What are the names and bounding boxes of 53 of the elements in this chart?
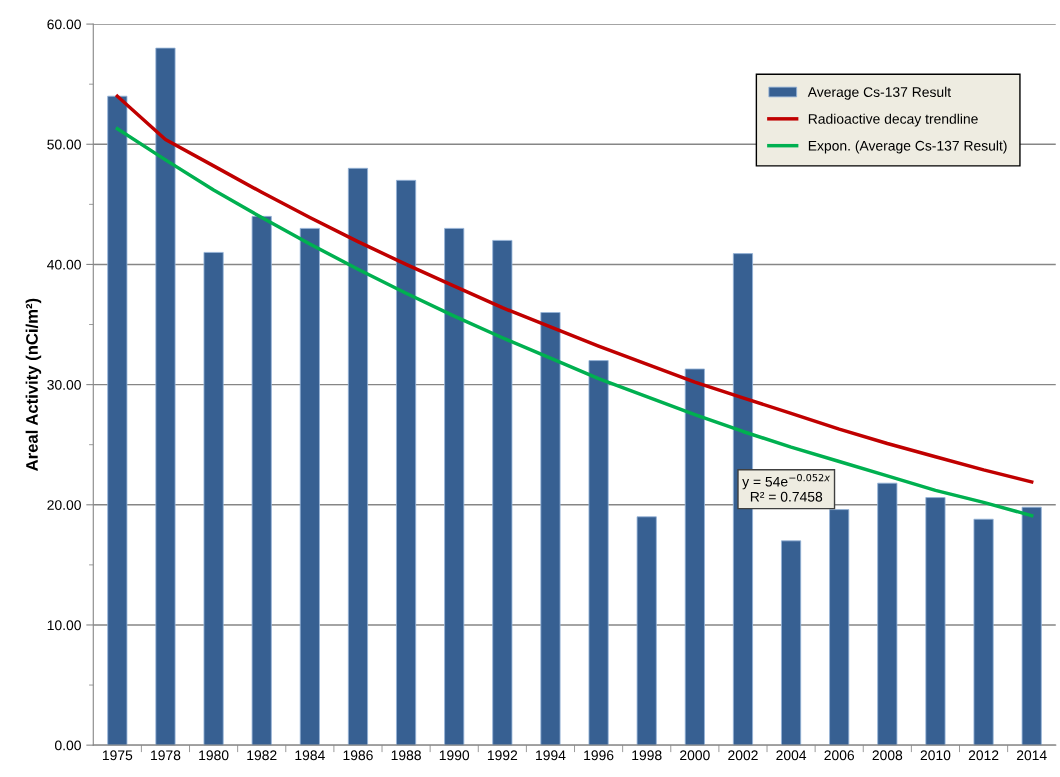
x-tick-label: 1980 bbox=[199, 750, 229, 761]
y-tick-label: 40.00 bbox=[47, 259, 81, 270]
legend-label: Radioactive decay trendline bbox=[808, 113, 978, 127]
x-tick-label: 1975 bbox=[102, 750, 133, 761]
x-tick-label: 2012 bbox=[968, 750, 999, 761]
x-tick-label: 1996 bbox=[584, 750, 614, 761]
bar bbox=[1021, 506, 1042, 746]
bar bbox=[925, 497, 946, 746]
bar bbox=[492, 239, 513, 746]
bar bbox=[347, 167, 369, 746]
x-tick-label: 1992 bbox=[487, 750, 518, 761]
bar bbox=[973, 518, 994, 746]
bar bbox=[203, 252, 224, 746]
annotation: y = 54e$^{−0.052x}$ R² = 0.7458 bbox=[742, 473, 831, 502]
line-series bbox=[115, 126, 1034, 518]
bar bbox=[396, 179, 417, 746]
bar bbox=[877, 482, 898, 746]
y-tick-label: 60.00 bbox=[47, 19, 81, 30]
x-tick-label: 2010 bbox=[920, 750, 951, 761]
bar bbox=[155, 47, 176, 746]
x-tick-label: 1982 bbox=[247, 750, 277, 761]
bar bbox=[540, 312, 561, 746]
bar bbox=[299, 227, 320, 746]
legend-label: Average Cs-137 Result bbox=[807, 86, 951, 100]
legend-label: Expon. (Average Cs-137 Result) bbox=[808, 140, 1007, 154]
y-tick-label: 50.00 bbox=[47, 139, 81, 150]
bar bbox=[251, 215, 272, 746]
x-tick-label: 2002 bbox=[728, 750, 758, 761]
y-tick-label: 20.00 bbox=[47, 500, 81, 510]
bar bbox=[636, 516, 657, 746]
x-tick-label: 1978 bbox=[151, 750, 181, 761]
x-tick-label: 2014 bbox=[1016, 750, 1047, 761]
x-tick-label: 2000 bbox=[680, 750, 710, 761]
bar bbox=[829, 509, 850, 746]
x-tick-label: 1984 bbox=[295, 750, 325, 761]
bar bbox=[732, 253, 753, 746]
y-axis-title: Areal Activity (nCi/m²) bbox=[25, 298, 42, 471]
x-tick-label: 1998 bbox=[632, 750, 662, 761]
x-tick-label: 1988 bbox=[391, 750, 421, 761]
bar bbox=[588, 360, 609, 746]
bar bbox=[684, 368, 705, 746]
bar bbox=[444, 227, 465, 746]
bar bbox=[781, 540, 802, 746]
y-tick-label: 30.00 bbox=[47, 379, 81, 390]
x-tick-label: 1990 bbox=[439, 750, 470, 761]
y-tick-label: 0.00 bbox=[54, 740, 81, 751]
x-tick-label: 2006 bbox=[824, 750, 855, 761]
x-tick-label: 1986 bbox=[343, 750, 373, 761]
bar bbox=[107, 95, 128, 746]
x-tick-label: 2008 bbox=[872, 750, 903, 761]
x-tick-label: 1994 bbox=[536, 750, 566, 761]
y-tick-label: 10.00 bbox=[47, 620, 81, 631]
x-tick-label: 2004 bbox=[776, 750, 807, 761]
